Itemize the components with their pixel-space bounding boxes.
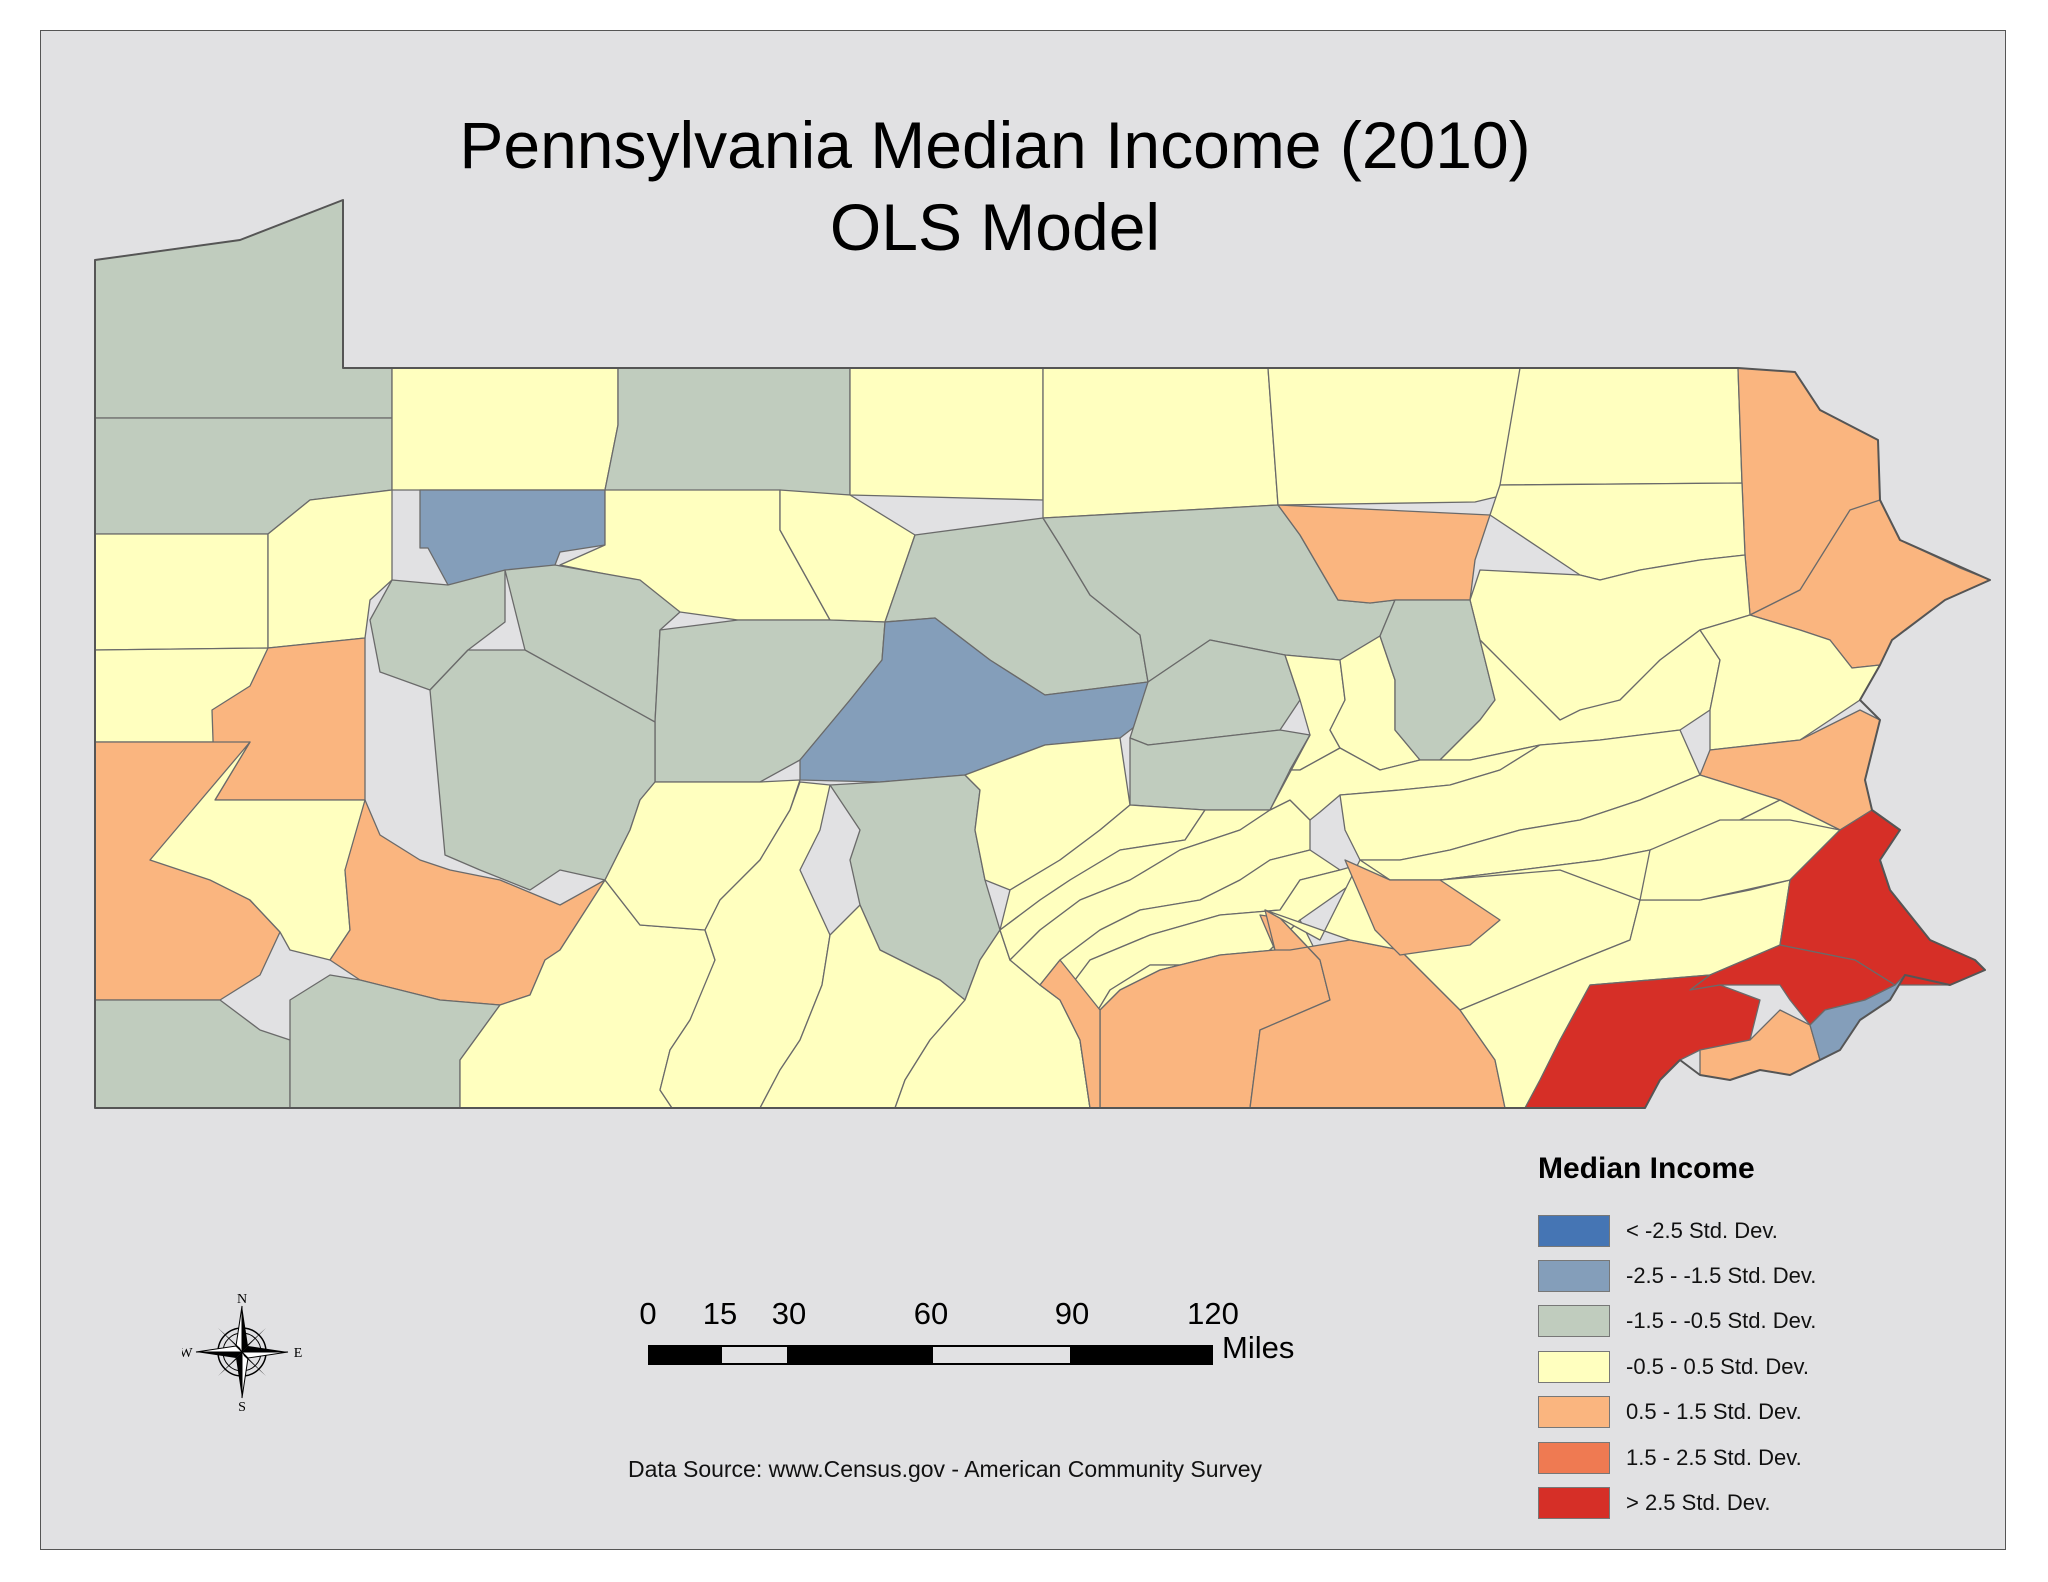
title-line-2: OLS Model xyxy=(829,190,1161,264)
legend-swatch xyxy=(1538,1487,1610,1520)
legend-title: Median Income xyxy=(1538,1152,1755,1185)
legend: Median Income < -2.5 Std. Dev. -2.5 - -1… xyxy=(1538,1152,1816,1526)
legend-swatch xyxy=(1538,1350,1610,1383)
county-susquehanna[interactable] xyxy=(1499,367,1743,486)
county-tioga[interactable] xyxy=(1042,367,1279,519)
compass-w: W xyxy=(182,1346,193,1361)
scale-tick-label: 15 xyxy=(702,1296,738,1331)
legend-label: < -2.5 Std. Dev. xyxy=(1626,1217,1778,1243)
scale-segment xyxy=(1072,1345,1213,1365)
legend-swatch xyxy=(1538,1305,1610,1338)
legend-swatch xyxy=(1538,1214,1610,1247)
county-mercer[interactable] xyxy=(94,533,269,651)
legend-item: 0.5 - 1.5 Std. Dev. xyxy=(1538,1390,1816,1435)
county-warren[interactable] xyxy=(391,367,619,491)
county-washington[interactable] xyxy=(94,999,291,1109)
county-bradford[interactable] xyxy=(1267,367,1526,506)
legend-item: < -2.5 Std. Dev. xyxy=(1538,1208,1816,1253)
map-title: Pennsylvania Median Income (2010) OLS Mo… xyxy=(0,104,1990,268)
title-line-1: Pennsylvania Median Income (2010) xyxy=(459,108,1531,182)
county-mckean[interactable] xyxy=(604,367,851,496)
county-potter[interactable] xyxy=(849,367,1044,501)
county-erie[interactable] xyxy=(94,199,393,419)
scale-tick-label: 0 xyxy=(639,1296,657,1331)
legend-item: > 2.5 Std. Dev. xyxy=(1538,1480,1816,1525)
compass-s: S xyxy=(238,1400,246,1412)
scale-tick-label: 90 xyxy=(1054,1296,1090,1331)
legend-label: -0.5 - 0.5 Std. Dev. xyxy=(1626,1353,1810,1379)
scale-segment xyxy=(931,1345,1072,1365)
legend-label: > 2.5 Std. Dev. xyxy=(1626,1490,1771,1516)
scale-segment xyxy=(720,1345,789,1365)
legend-label: 0.5 - 1.5 Std. Dev. xyxy=(1626,1399,1802,1425)
legend-label: -2.5 - -1.5 Std. Dev. xyxy=(1626,1263,1817,1289)
compass-rose-icon: N S W E xyxy=(182,1292,302,1412)
scale-unit: Miles xyxy=(1222,1330,1295,1365)
scale-tick-label: 60 xyxy=(913,1296,949,1331)
legend-swatch xyxy=(1538,1441,1610,1474)
county-carbon[interactable] xyxy=(1439,629,1721,761)
legend-swatch xyxy=(1538,1396,1610,1429)
compass-n: N xyxy=(237,1292,247,1307)
legend-item: -2.5 - -1.5 Std. Dev. xyxy=(1538,1253,1816,1298)
legend-item: 1.5 - 2.5 Std. Dev. xyxy=(1538,1435,1816,1480)
scale-tick-label: 30 xyxy=(771,1296,807,1331)
legend-label: -1.5 - -0.5 Std. Dev. xyxy=(1626,1308,1817,1334)
scale-segment xyxy=(648,1345,720,1365)
county-lebanon-south[interactable] xyxy=(1344,859,1501,956)
legend-item: -0.5 - 0.5 Std. Dev. xyxy=(1538,1344,1816,1389)
county-delaware-west[interactable] xyxy=(1524,974,1761,1109)
scale-segment xyxy=(789,1345,931,1365)
compass-e: E xyxy=(294,1346,302,1361)
data-source: Data Source: www.Census.gov - American C… xyxy=(628,1456,1263,1482)
legend-swatch xyxy=(1538,1260,1610,1293)
scale-tick-label: 120 xyxy=(1187,1296,1239,1331)
legend-item: -1.5 - -0.5 Std. Dev. xyxy=(1538,1299,1816,1344)
legend-label: 1.5 - 2.5 Std. Dev. xyxy=(1626,1444,1802,1470)
